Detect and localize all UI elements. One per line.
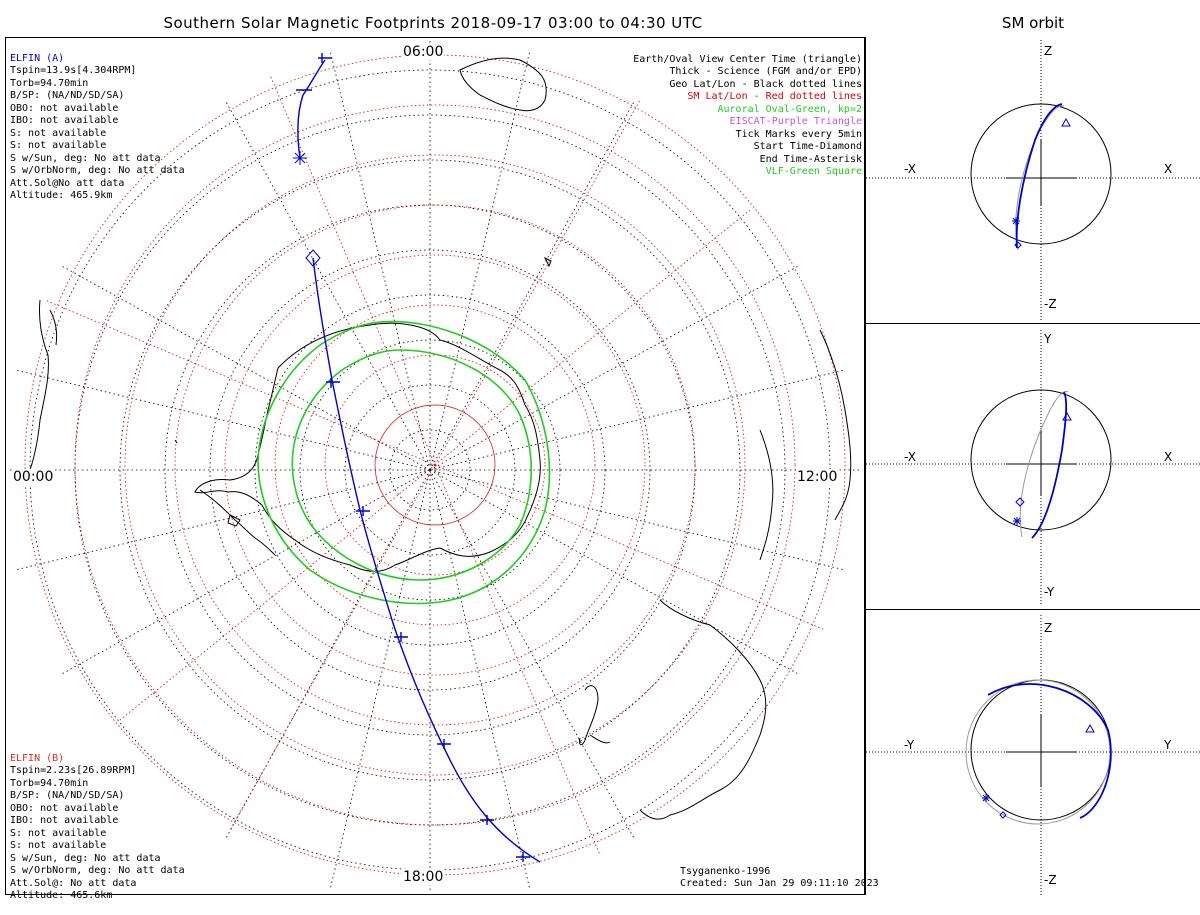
elfin-b-line: S: not available — [10, 827, 107, 839]
chart-title: Southern Solar Magnetic Footprints 2018-… — [163, 14, 703, 32]
xy-right-label: X — [1164, 450, 1173, 464]
elfin-b-line: S: not available — [10, 840, 107, 851]
legend-item: Earth/Oval View Center Time (triangle) — [633, 53, 862, 65]
elfin-b-line: S w/Sun, deg: No att data — [10, 852, 161, 864]
time-label-bottom: 18:00 — [402, 869, 445, 885]
elfin-a-line: S: not available — [10, 140, 107, 151]
time-label-left: 00:00 — [12, 469, 55, 485]
elfin-b-line: Torb=94.70min — [10, 777, 89, 789]
elfin-b-name: ELFIN (B) — [10, 752, 65, 764]
elfin-b-line: Tspin=2.23s[26.89RPM] — [10, 765, 137, 776]
elfin-b-line: Att.Sol@: No att data — [10, 877, 137, 889]
elfin-a-line: Tspin=13.9s[4.304RPM] — [10, 65, 137, 76]
yz-bottom-label: -Z — [1044, 873, 1057, 887]
elfin-a-line: S: not available — [10, 127, 107, 139]
elfin-a-info: ELFIN (A) Tspin=13.9s[4.304RPM] Torb=94.70… — [10, 40, 185, 215]
elfin-a-name: ELFIN (A) — [10, 52, 65, 64]
created-label: Created: Sun Jan 29 09:11:10 2023 — [680, 878, 879, 889]
xz-left-label: -X — [904, 162, 916, 176]
model-label: Tsyganenko-1996 — [680, 866, 771, 877]
xz-right-label: X — [1164, 162, 1173, 176]
elfin-a-line: B/SP: (NA/ND/SD/SA) — [10, 90, 125, 101]
elfin-b-line: B/SP: (NA/ND/SD/SA) — [10, 790, 125, 801]
elfin-a-line: IBO: not available — [10, 115, 119, 126]
yz-left-label: -Y — [904, 738, 915, 752]
elfin-a-line: Altitude: 465.9km — [10, 190, 113, 201]
yz-right-label: Y — [1164, 738, 1172, 752]
yz-top-label: Z — [1044, 621, 1053, 635]
elfin-a-line: S w/OrbNorm, deg: No att data — [10, 165, 185, 176]
xz-top-label: Z — [1044, 44, 1053, 58]
legend-item: Geo Lat/Lon - Black dotted lines — [669, 78, 862, 90]
elfin-a-line: S w/Sun, deg: No att data — [10, 152, 161, 164]
elfin-b-line: OBO: not available — [10, 802, 119, 814]
orbit-panel-yz — [866, 615, 1200, 895]
orbit-title: SM orbit — [1001, 14, 1065, 32]
legend-item: EISCAT-Purple Triangle — [729, 116, 862, 127]
xy-left-label: -X — [904, 450, 916, 464]
legend-item: SM Lat/Lon - Red dotted lines — [687, 91, 862, 102]
orbit-panel-xz — [866, 40, 1200, 320]
legend-item: VLF-Green Square — [765, 166, 862, 177]
elfin-b-line: Altitude: 465.6km — [10, 890, 113, 901]
legend-item: Thick - Science (FGM and/or EPD) — [669, 66, 862, 77]
legend-item: Tick Marks every 5min — [735, 128, 862, 140]
elfin-a-line: Torb=94.70min — [10, 77, 89, 89]
legend-item: Auroral Oval-Green, kp=2 — [717, 103, 863, 115]
legend-item: End Time-Asterisk — [759, 153, 862, 165]
legend: Earth/Oval View Center Time (triangle) Th… — [633, 41, 862, 191]
xz-bottom-label: -Z — [1044, 297, 1057, 311]
xy-top-label: Y — [1044, 332, 1052, 346]
legend-item: Start Time-Diamond — [753, 141, 862, 152]
polar-map — [10, 40, 860, 891]
elfin-a-line: Att.Sol@No att data — [10, 177, 125, 189]
time-label-right: 12:00 — [796, 469, 839, 485]
elfin-b-line: S w/OrbNorm, deg: No att data — [10, 865, 185, 876]
time-label-top: 06:00 — [402, 44, 445, 60]
orbit-panel-xy — [866, 330, 1200, 605]
elfin-a-line: OBO: not available — [10, 102, 119, 114]
elfin-b-line: IBO: not available — [10, 815, 119, 826]
elfin-b-info: ELFIN (B) Tspin=2.23s[26.89RPM] Torb=94.70… — [10, 740, 185, 915]
xy-bottom-label: -Y — [1044, 585, 1055, 599]
